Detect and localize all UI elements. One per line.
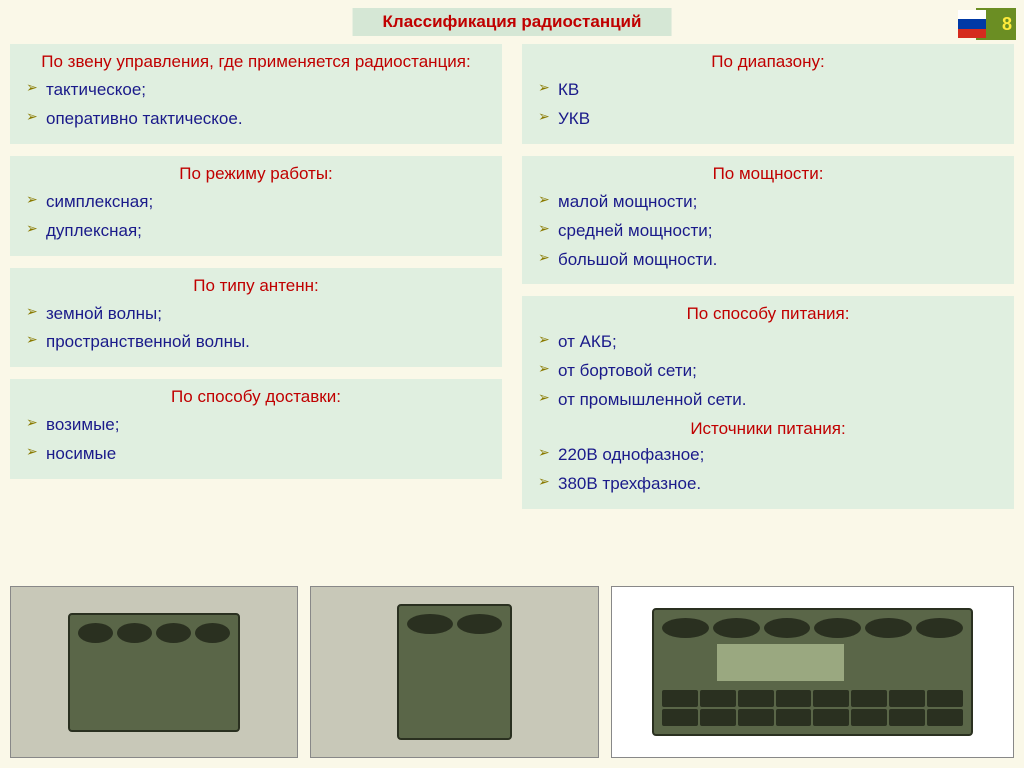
list-item: средней мощности; xyxy=(536,217,1000,246)
classification-box: По режиму работы: симплексная;дуплексная; xyxy=(10,156,502,256)
image-row xyxy=(10,586,1014,758)
list-item: пространственной волны. xyxy=(24,328,488,357)
list-item: возимые; xyxy=(24,411,488,440)
list-item: малой мощности; xyxy=(536,188,1000,217)
list-item: земной волны; xyxy=(24,300,488,329)
box-header: По диапазону: xyxy=(536,52,1000,72)
radio-photo-3 xyxy=(611,586,1014,758)
list-item: КВ xyxy=(536,76,1000,105)
list-item: симплексная; xyxy=(24,188,488,217)
right-column: По диапазону: КВУКВ По мощности: малой мощн… xyxy=(522,44,1014,509)
classification-box: По способу питания: от АКБ;от бортовой се… xyxy=(522,296,1014,508)
classification-box: По диапазону: КВУКВ xyxy=(522,44,1014,144)
classification-box: По способу доставки: возимые;носимые xyxy=(10,379,502,479)
russian-flag-icon xyxy=(958,10,986,38)
radio-photo-1 xyxy=(10,586,298,758)
box-header: По способу доставки: xyxy=(24,387,488,407)
list-item: 380В трехфазное. xyxy=(536,470,1000,499)
left-column: По звену управления, где применяется рад… xyxy=(10,44,502,509)
list-item: оперативно тактическое. xyxy=(24,105,488,134)
list-item: от АКБ; xyxy=(536,328,1000,357)
content-columns: По звену управления, где применяется рад… xyxy=(10,44,1014,509)
page-number: 8 xyxy=(1002,14,1012,35)
classification-box: По звену управления, где применяется рад… xyxy=(10,44,502,144)
list-item: большой мощности. xyxy=(536,246,1000,275)
classification-box: По типу антенн: земной волны;пространстве… xyxy=(10,268,502,368)
list-item: носимые xyxy=(24,440,488,469)
list-item: тактическое; xyxy=(24,76,488,105)
box-header: По мощности: xyxy=(536,164,1000,184)
slide-title: Классификация радиостанций xyxy=(353,8,672,36)
radio-photo-2 xyxy=(310,586,598,758)
box-header: По способу питания: xyxy=(536,304,1000,324)
classification-box: По мощности: малой мощности;средней мощно… xyxy=(522,156,1014,285)
list-item: дуплексная; xyxy=(24,217,488,246)
list-item: УКВ xyxy=(536,105,1000,134)
box-header: По звену управления, где применяется рад… xyxy=(24,52,488,72)
list-item: от промышленной сети. xyxy=(536,386,1000,415)
list-item: 220В однофазное; xyxy=(536,441,1000,470)
box-header: По типу антенн: xyxy=(24,276,488,296)
box-subheader: Источники питания: xyxy=(536,419,1000,439)
page-number-badge: 8 xyxy=(976,8,1016,40)
list-item: от бортовой сети; xyxy=(536,357,1000,386)
box-header: По режиму работы: xyxy=(24,164,488,184)
